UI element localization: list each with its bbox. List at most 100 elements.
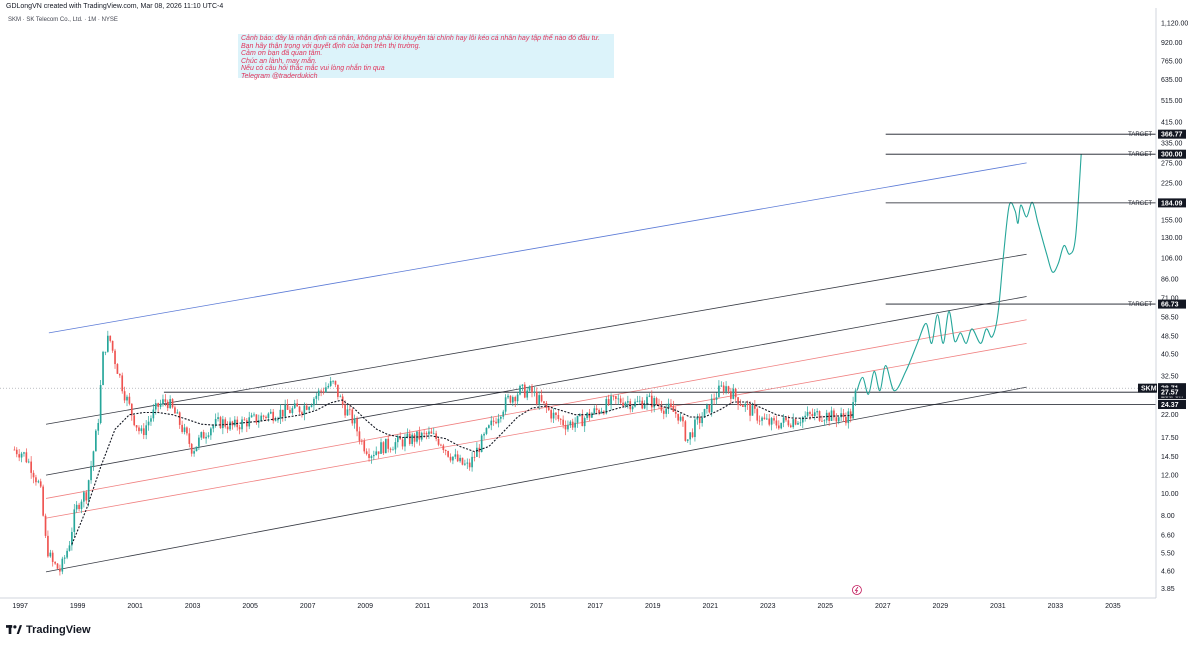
candle-body bbox=[516, 394, 519, 402]
candle-body bbox=[164, 399, 167, 402]
y-tick-label: 58.50 bbox=[1161, 315, 1179, 322]
channel-lines bbox=[45, 162, 1027, 573]
x-tick-label: 2009 bbox=[357, 603, 373, 610]
candle-body bbox=[447, 450, 449, 457]
candle-body bbox=[176, 412, 179, 414]
candle-body bbox=[396, 436, 399, 443]
candle-body bbox=[718, 385, 720, 398]
candle-body bbox=[27, 461, 30, 463]
candle-body bbox=[214, 418, 217, 426]
candle-body bbox=[540, 395, 543, 402]
candle-body bbox=[54, 561, 56, 564]
candle-body bbox=[430, 431, 433, 434]
candle-body bbox=[178, 412, 181, 425]
candle-body bbox=[677, 413, 680, 421]
candle-body bbox=[792, 419, 795, 428]
candle-body bbox=[162, 399, 164, 404]
candle-body bbox=[145, 425, 148, 436]
candle-body bbox=[710, 398, 713, 413]
candle-body bbox=[80, 501, 83, 509]
candle-body bbox=[193, 451, 195, 454]
candle-body bbox=[154, 403, 157, 410]
candle-body bbox=[670, 403, 672, 407]
note-line: Cảm ơn bạn đã quan tâm. bbox=[241, 50, 323, 58]
candle-body bbox=[346, 409, 349, 416]
candle-body bbox=[303, 405, 306, 415]
candle-body bbox=[63, 557, 66, 559]
y-tick-label: 12.00 bbox=[1161, 473, 1179, 480]
candle-body bbox=[317, 390, 320, 396]
candle-body bbox=[25, 452, 28, 463]
x-tick-label: 2005 bbox=[242, 603, 258, 610]
moving-average bbox=[71, 399, 855, 545]
candle-body bbox=[42, 486, 44, 516]
candle-body bbox=[813, 412, 816, 417]
candle-body bbox=[574, 422, 576, 428]
candle-body bbox=[696, 416, 699, 420]
note-line: Telegram @traderdukich bbox=[241, 72, 318, 80]
y-tick-label: 71.00 bbox=[1161, 295, 1179, 302]
candle-body bbox=[555, 412, 557, 415]
candle-body bbox=[706, 404, 708, 409]
candle-body bbox=[262, 415, 265, 417]
candle-body bbox=[507, 395, 509, 398]
candle-body bbox=[478, 447, 481, 453]
y-tick-label: 10.00 bbox=[1161, 491, 1179, 498]
candle-body bbox=[636, 401, 639, 403]
candle-body bbox=[660, 405, 663, 411]
candle-body bbox=[85, 492, 88, 501]
y-tick-label: 32.50 bbox=[1161, 373, 1179, 380]
candlesticks bbox=[13, 330, 857, 576]
candle-body bbox=[425, 432, 428, 435]
candle-body bbox=[186, 427, 188, 434]
candle-body bbox=[279, 409, 282, 419]
candle-body bbox=[104, 351, 107, 353]
candle-body bbox=[250, 415, 253, 418]
candle-body bbox=[773, 418, 775, 421]
candle-body bbox=[583, 418, 586, 427]
candle-body bbox=[497, 418, 500, 424]
candle-body bbox=[550, 410, 552, 419]
candle-body bbox=[224, 419, 227, 427]
y-tick-label: 40.50 bbox=[1161, 351, 1179, 358]
candle-body bbox=[245, 420, 248, 427]
candle-body bbox=[138, 427, 140, 432]
x-axis: 1997 1999 2001 2003 2005 2007 2009 2011 2013 2015… bbox=[0, 585, 1156, 610]
candle-body bbox=[610, 396, 612, 405]
candle-body bbox=[770, 418, 773, 425]
y-tick-label: 635.00 bbox=[1161, 77, 1183, 84]
candle-body bbox=[466, 462, 469, 464]
candle-body bbox=[15, 449, 18, 455]
x-tick-label: 2021 bbox=[702, 603, 718, 610]
candle-body bbox=[562, 419, 564, 426]
candle-body bbox=[260, 415, 263, 421]
candle-body bbox=[231, 421, 234, 426]
candle-body bbox=[662, 410, 665, 414]
candle-body bbox=[47, 535, 49, 557]
candle-body bbox=[83, 492, 85, 502]
candle-body bbox=[255, 414, 258, 423]
price-label-box bbox=[1158, 387, 1186, 397]
candle-body bbox=[111, 340, 114, 351]
candle-body bbox=[456, 454, 459, 462]
candle-body bbox=[277, 418, 279, 421]
candle-body bbox=[722, 385, 725, 392]
y-tick-label: 515.00 bbox=[1161, 98, 1183, 105]
tradingview-logo[interactable]: TradingView bbox=[6, 624, 91, 636]
candle-body bbox=[344, 404, 346, 416]
candle-body bbox=[289, 409, 291, 414]
candle-body bbox=[49, 552, 52, 557]
candle-body bbox=[701, 417, 703, 424]
candle-body bbox=[387, 438, 390, 449]
price-label-value: 300.00 bbox=[1161, 152, 1183, 159]
candle-body bbox=[758, 420, 761, 422]
candle-body bbox=[399, 436, 402, 440]
candle-body bbox=[617, 398, 620, 400]
candle-body bbox=[502, 411, 505, 417]
candle-body bbox=[305, 405, 308, 410]
x-tick-label: 2001 bbox=[127, 603, 143, 610]
note-line: Chúc an lành, may mắn. bbox=[241, 57, 317, 65]
y-tick-label: 275.00 bbox=[1161, 160, 1183, 167]
candle-body bbox=[698, 416, 701, 424]
